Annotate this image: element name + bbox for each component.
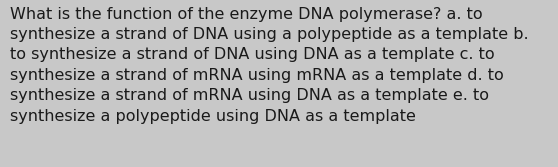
Text: What is the function of the enzyme DNA polymerase? a. to
synthesize a strand of : What is the function of the enzyme DNA p… xyxy=(10,7,528,124)
